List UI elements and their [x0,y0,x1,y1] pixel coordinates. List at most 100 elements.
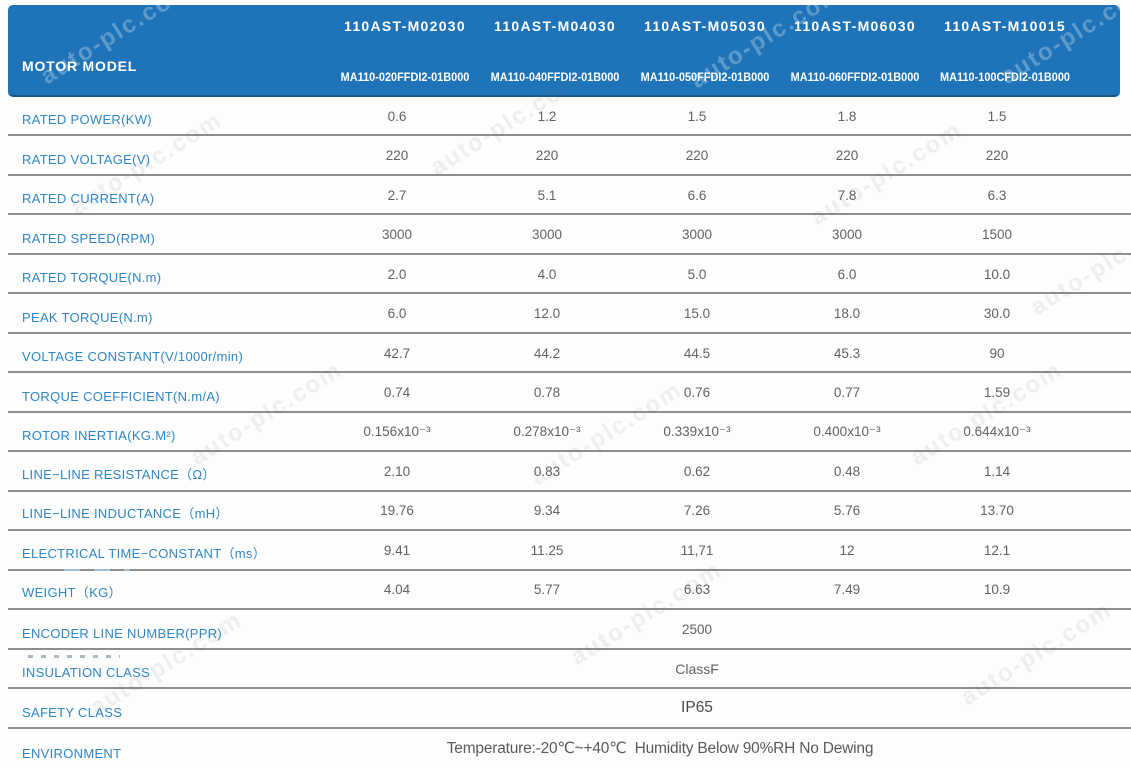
table-row: VOLTAGE CONSTANT(V/1000r/min) 42.7 44.2 44… [8,334,1131,374]
spec-value: 1500 [981,227,1013,243]
spec-value: Temperature:-20℃~+40℃ Humidity Below 90%… [446,740,874,758]
spec-value: 12.0 [533,306,561,322]
spec-table-body: RATED POWER(KW) 0.6 1.2 1.5 1.8 1.5 RATED VO… [0,97,1131,768]
row-filler [1072,729,1131,768]
spec-value: 7.49 [833,582,861,598]
spec-value: 4.0 [537,266,557,282]
spec-value: 9.41 [383,542,411,558]
model-column-header: 110AST-M10015 MA110-100CFDI2-01B000 [930,5,1080,95]
spec-value: 1.8 [837,108,857,124]
motor-model-label: MOTOR MODEL [22,58,138,74]
spec-value: 0.77 [833,385,861,401]
row-filler [1072,176,1131,213]
model-column-header: 110AST-M02030 MA110-020FFDI2-01B000 [330,5,480,95]
row-label: RATED POWER(KW) [22,112,152,128]
row-filler [1072,373,1131,410]
row-label: RATED TORQUE(N.m) [22,270,162,286]
row-filler [1072,531,1131,568]
row-filler [1072,334,1131,371]
row-filler [1072,689,1131,726]
spec-value: 6.63 [683,582,711,598]
spec-value: 7.26 [683,503,711,519]
model-part-number: MA110-040FFDI2-01B000 [490,72,620,84]
spec-value: 5.1 [537,187,557,203]
spec-value: 220 [835,148,859,164]
spec-value: 15.0 [683,306,711,322]
model-name: 110AST-M02030 [344,18,466,34]
row-label: VOLTAGE CONSTANT(V/1000r/min) [22,349,244,365]
spec-value: 1.2 [537,108,557,124]
spec-value: 0.644x10⁻³ [963,423,1031,439]
spec-value: 3000 [831,227,863,243]
table-row: ENCODER LINE NUMBER(PPR) 2500 [8,610,1131,650]
spec-value: 5.77 [533,582,561,598]
spec-value: 44.5 [683,345,711,361]
table-row: RATED POWER(KW) 0.6 1.2 1.5 1.8 1.5 [8,97,1131,137]
model-name: 110AST-M10015 [944,18,1066,34]
spec-value: 1.5 [687,108,707,124]
row-label: RATED CURRENT(A) [22,191,155,207]
spec-value: 220 [685,148,709,164]
row-filler [1072,492,1131,529]
row-label: ENCODER LINE NUMBER(PPR) [22,625,223,641]
table-row: SAFETY CLASS IP65 [8,689,1131,729]
spec-value: 11,71 [680,542,714,558]
motor-spec-header: MOTOR MODEL 110AST-M02030 MA110-020FFDI2… [8,5,1120,97]
spec-value: 19.76 [380,503,414,519]
table-row: WEIGHT（KG） 4.04 5.77 6.63 7.49 10.9 [8,571,1131,611]
table-row: RATED SPEED(RPM) 3000 3000 3000 3000 1500 [8,215,1131,255]
table-row: PEAK TORQUE(N.m) 6.0 12.0 15.0 18.0 30.0 [8,294,1131,334]
row-label: ELECTRICAL TIME−CONSTANT（ms） [22,545,266,561]
table-row: ENVIRONMENT Temperature:-20℃~+40℃ Humidi… [8,729,1131,768]
row-label: RATED VOLTAGE(V) [22,151,151,167]
table-row: RATED CURRENT(A) 2.7 5.1 6.6 7.8 6.3 [8,176,1131,216]
row-filler [1072,255,1131,292]
model-name: 110AST-M04030 [494,18,616,34]
row-label: LINE−LINE INDUCTANCE（mH） [22,506,229,522]
spec-value: 12 [839,542,855,558]
spec-value: 10.0 [983,266,1011,282]
model-part-number: MA110-050FFDI2-01B000 [640,72,770,84]
spec-value: 45.3 [833,345,861,361]
row-label: LINE−LINE RESISTANCE（Ω） [22,466,216,482]
spec-value: 2.10 [383,463,411,479]
spec-value: 90 [989,345,1005,361]
table-row: RATED VOLTAGE(V) 220 220 220 220 220 [8,136,1131,176]
row-label: ROTOR INERTIA(KG.M²) [22,428,176,444]
spec-value: 0.156x10⁻³ [363,423,431,439]
row-filler [1072,452,1131,489]
table-row: RATED TORQUE(N.m) 2.0 4.0 5.0 6.0 10.0 [8,255,1131,295]
row-filler [1072,571,1131,608]
spec-value: 0.76 [683,385,711,401]
spec-value: 0.48 [833,463,861,479]
spec-value: ClassF [675,660,719,677]
model-part-number: MA110-100CFDI2-01B000 [940,72,1070,84]
spec-value: 10.9 [983,582,1011,598]
spec-value: 0.78 [533,385,561,401]
spec-value: 6.6 [687,187,707,203]
spec-value: 6.0 [837,266,857,282]
spec-value: 30.0 [983,306,1011,322]
spec-value: 0.339x10⁻³ [663,423,731,439]
spec-value: 2.0 [387,266,407,282]
spec-value: 0.400x10⁻³ [813,423,881,439]
spec-value: 7.8 [837,187,857,203]
spec-value: 3000 [681,227,713,243]
table-row: TORQUE COEFFICIENT(N.m/A) 0.74 0.78 0.76 0.… [8,373,1131,413]
row-label: PEAK TORQUE(N.m) [22,309,153,325]
spec-value: 0.278x10⁻³ [513,423,581,439]
model-column-header: 110AST-M04030 MA110-040FFDI2-01B000 [480,5,630,95]
row-filler [1072,650,1131,687]
spec-value: 1.59 [983,385,1011,401]
header-columns: 110AST-M02030 MA110-020FFDI2-01B000 110A… [330,5,1080,95]
model-part-number: MA110-060FFDI2-01B000 [790,72,920,84]
row-label: ENVIRONMENT [22,745,122,761]
row-filler [1072,97,1131,134]
row-label: WEIGHT（KG） [22,585,122,601]
spec-value: 42.7 [383,345,411,361]
spec-value: 2500 [681,621,713,637]
spec-value: 220 [985,148,1009,164]
spec-value: 1.5 [987,108,1007,124]
spec-value: 18.0 [833,306,861,322]
spec-value: 3000 [381,227,413,243]
